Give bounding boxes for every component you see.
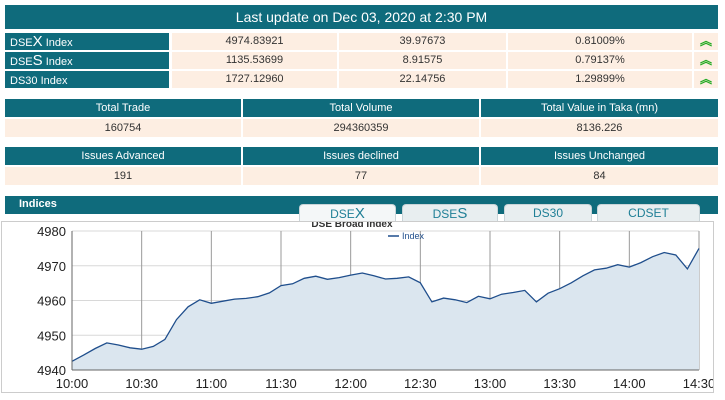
index-change: 22.14756	[339, 71, 506, 88]
index-row-dses: DSES Index 1135.53699 8.91575 0.79137% ︽	[5, 52, 718, 69]
index-chart: 4940 4950 4960 4970 4980 10:00 10:30 11:00 11:30…	[1, 221, 714, 393]
double-chevron-up-icon: ︽	[694, 52, 718, 69]
x-tick-label: 14:00	[613, 376, 646, 391]
index-name-dses[interactable]: DSES Index	[5, 52, 169, 69]
y-tick-label: 4950	[37, 328, 66, 343]
issues-stats-table: Issues Advanced Issues declined Issues U…	[5, 147, 718, 187]
table-cell: 77	[243, 167, 479, 185]
index-value: 1727.12960	[172, 71, 337, 88]
y-tick-label: 4980	[37, 224, 66, 239]
index-line	[71, 248, 700, 362]
double-chevron-up-icon: ︽	[694, 33, 718, 50]
table-header: Issues Advanced	[5, 147, 241, 165]
tab-ds30[interactable]: DS30	[504, 204, 592, 221]
x-tick-label: 12:30	[404, 376, 437, 391]
index-chart-svg: 4940 4950 4960 4970 4980 10:00 10:30 11:00 11:30…	[37, 222, 713, 391]
y-tick-label: 4970	[37, 259, 66, 274]
y-tick-label: 4940	[37, 363, 66, 378]
x-tick-label: 11:30	[265, 376, 297, 391]
x-tick-label: 10:30	[125, 376, 158, 391]
legend-label: Index	[402, 231, 425, 241]
table-cell: 191	[5, 167, 241, 185]
double-chevron-up-icon: ︽	[694, 71, 718, 88]
table-header: Total Volume	[243, 99, 479, 117]
tab-dsex[interactable]: DSEX	[299, 204, 396, 222]
table-header: Total Value in Taka (mn)	[481, 99, 718, 117]
index-value: 1135.53699	[172, 52, 337, 69]
table-cell: 294360359	[243, 119, 479, 137]
table-header: Issues Unchanged	[481, 147, 718, 165]
tab-cdset[interactable]: CDSET	[597, 204, 700, 221]
index-percent: 0.81009%	[508, 33, 692, 50]
index-percent: 1.29899%	[508, 71, 692, 88]
table-header: Issues declined	[243, 147, 479, 165]
index-percent: 0.79137%	[508, 52, 692, 69]
x-tick-label: 11:00	[196, 376, 228, 391]
index-name-dsex[interactable]: DSEX Index	[5, 33, 169, 50]
table-cell: 8136.226	[481, 119, 718, 137]
indices-title: Indices	[19, 198, 57, 210]
x-tick-label: 13:00	[474, 376, 507, 391]
trade-stats-table: Total Trade Total Volume Total Value in …	[5, 99, 718, 139]
index-row-dsex: DSEX Index 4974.83921 39.97673 0.81009% …	[5, 33, 718, 50]
table-cell: 84	[481, 167, 718, 185]
chart-title: DSE Broad Index	[311, 222, 393, 230]
index-name-ds30[interactable]: DS30 Index	[5, 71, 169, 88]
index-value: 4974.83921	[172, 33, 337, 50]
last-update-banner: Last update on Dec 03, 2020 at 2:30 PM	[5, 5, 718, 29]
x-tick-label: 13:30	[543, 376, 576, 391]
y-tick-label: 4960	[37, 294, 66, 309]
tab-dses[interactable]: DSES	[402, 204, 498, 222]
indices-panel: Indices DSEX DSES DS30 CDSET	[5, 196, 718, 395]
x-tick-label: 10:00	[56, 376, 89, 391]
index-row-ds30: DS30 Index 1727.12960 22.14756 1.29899% …	[5, 71, 718, 88]
table-header: Total Trade	[5, 99, 241, 117]
table-cell: 160754	[5, 119, 241, 137]
x-tick-label: 12:00	[334, 376, 367, 391]
x-tick-label: 14:30	[683, 376, 713, 391]
index-change: 39.97673	[339, 33, 506, 50]
index-area	[72, 248, 699, 370]
index-change: 8.91575	[339, 52, 506, 69]
